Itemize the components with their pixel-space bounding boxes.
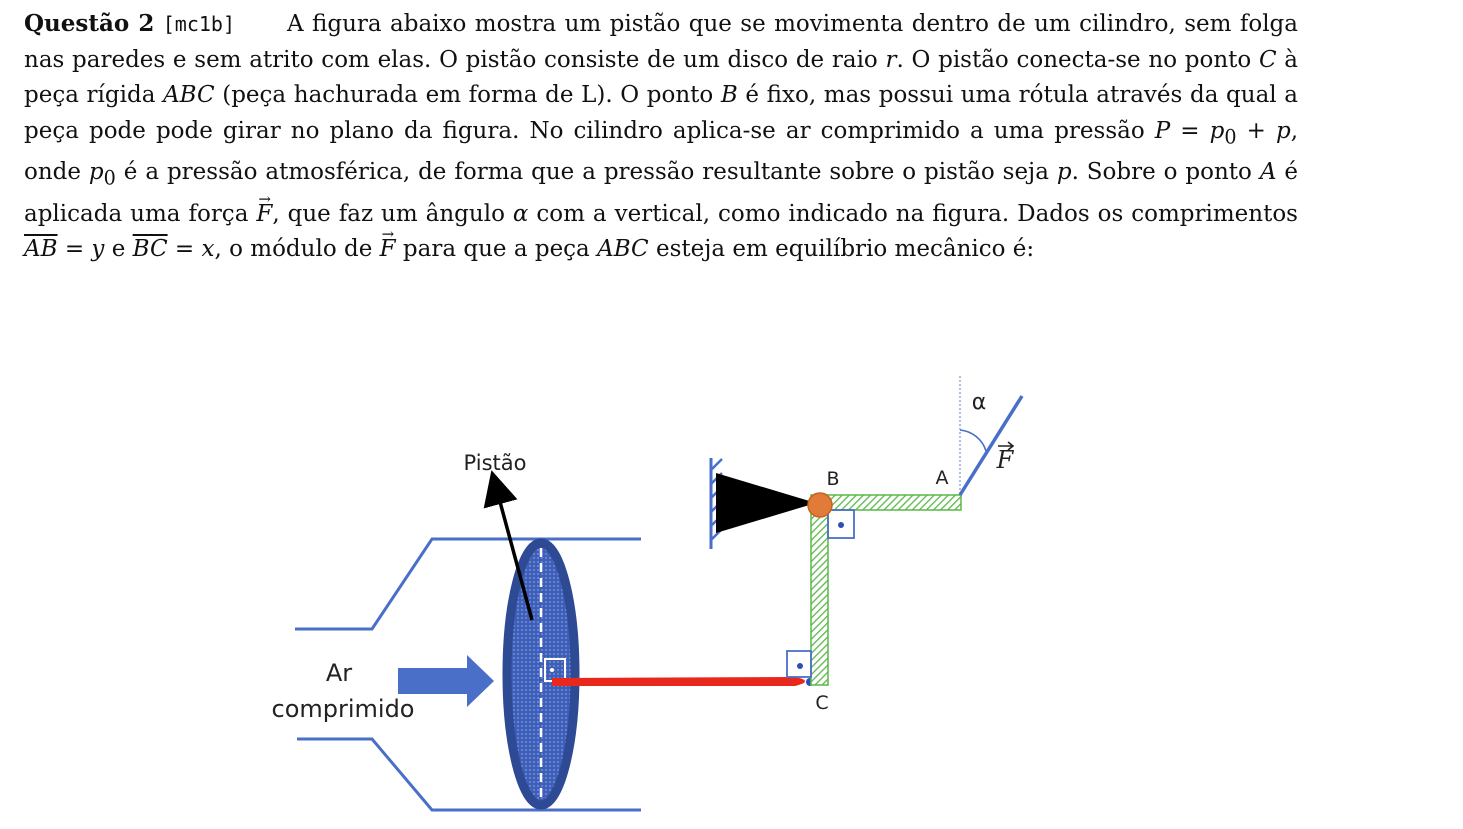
label-F-arrow	[998, 441, 1015, 451]
alpha-arc	[959, 429, 987, 452]
var-B: B	[720, 82, 738, 109]
sub-0: 0	[1224, 125, 1237, 149]
label-B: B	[826, 468, 839, 490]
text-3: à peça rígida	[24, 46, 1298, 109]
label-comprimido: comprimido	[272, 695, 415, 723]
support-wall	[709, 458, 816, 549]
text-15: , o módulo de	[214, 236, 380, 263]
question-code: [mc1b]	[162, 12, 235, 36]
cylinder	[295, 537, 641, 812]
text-13: e	[104, 236, 133, 263]
var-p0: p	[88, 159, 104, 186]
pistao-pointer	[483, 470, 534, 621]
text-6: , onde	[24, 118, 1298, 186]
var-alpha: α	[512, 200, 529, 227]
hinge-B	[807, 492, 833, 518]
var-ABC-2: ABC	[597, 236, 649, 263]
var-p: p	[1056, 159, 1072, 186]
label-pistao: Pistão	[464, 451, 527, 475]
var-BC: BC	[132, 236, 168, 263]
var-AB: AB	[24, 236, 58, 263]
text-11: com a vertical, como indicado na figura.…	[528, 200, 1298, 227]
text-17: esteja em equilíbrio mecânico é:	[648, 236, 1035, 263]
text-14: =	[167, 236, 202, 263]
piston	[502, 538, 580, 810]
text-5: é fixo, mas possui uma rótula através da…	[24, 82, 1298, 145]
var-F-2: F	[380, 218, 396, 268]
label-alpha: α	[972, 390, 987, 415]
label-F: F	[996, 446, 1015, 474]
rigid-piece-ABC	[786, 494, 962, 686]
text-9: é aplicada uma força	[24, 159, 1298, 227]
label-A: A	[936, 467, 949, 489]
text-7: é a pressão atmosférica, de forma que a …	[115, 159, 1057, 186]
eq-P-2: + p	[1236, 118, 1291, 145]
var-r: r	[885, 46, 897, 73]
eq-P: P = p	[1154, 118, 1225, 145]
var-F: F	[256, 182, 272, 233]
force-F	[958, 376, 1024, 496]
question-title: Questão 2	[24, 10, 155, 37]
piston-rod	[552, 677, 805, 686]
var-y: y	[91, 236, 105, 263]
cylinder-lower-wall	[297, 737, 641, 812]
text-12: =	[57, 236, 92, 263]
var-C: C	[1258, 46, 1277, 73]
text-4: (peça hachurada em forma de L). O ponto	[214, 82, 721, 109]
air-arrow	[398, 655, 494, 707]
var-ABC: ABC	[163, 82, 215, 109]
support-triangle	[716, 473, 816, 533]
problem-statement: Questão 2 [mc1b] A figura abaixo mostra u…	[24, 6, 1298, 268]
text-16: para que a peça	[395, 236, 598, 263]
label-ar: Ar	[326, 659, 352, 687]
var-A: A	[1259, 159, 1277, 186]
sub-0b: 0	[103, 167, 116, 190]
var-x: x	[201, 236, 215, 263]
text-1: A figura abaixo mostra um pistão que se …	[24, 11, 1298, 73]
force-line	[958, 395, 1024, 496]
cylinder-upper-wall	[295, 537, 641, 631]
text-8: . Sobre o ponto	[1071, 159, 1260, 186]
label-C: C	[815, 692, 828, 714]
text-2: . O pistão conecta-se no ponto	[896, 46, 1259, 73]
